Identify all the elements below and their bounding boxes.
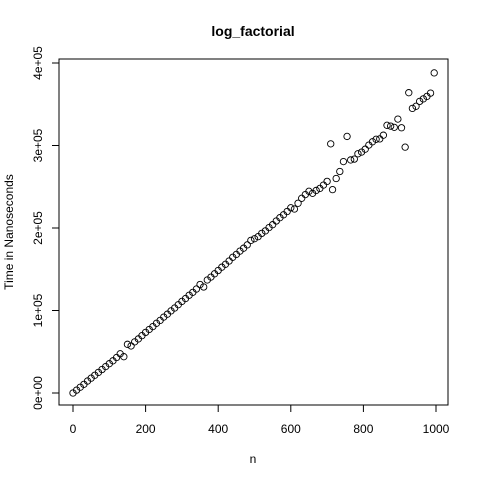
- data-point: [268, 221, 277, 229]
- data-point: [112, 353, 121, 362]
- y-axis-label: Time in Nanoseconds: [2, 174, 16, 290]
- data-point: [250, 235, 259, 243]
- y-tick-label: 2e+05: [31, 211, 45, 245]
- data-point: [200, 283, 208, 291]
- x-tick-label: 0: [70, 422, 77, 436]
- data-point: [376, 135, 384, 143]
- data-point: [347, 156, 355, 164]
- data-point: [225, 257, 233, 265]
- data-point: [390, 123, 398, 132]
- data-point: [283, 207, 291, 216]
- y-axis: 0e+00 1e+05 2e+05 3e+05 4e+05: [31, 46, 60, 410]
- data-point: [328, 185, 337, 194]
- x-axis: 0 200 400 600 800 1000: [70, 404, 450, 436]
- data-point: [401, 143, 409, 151]
- data-point: [394, 115, 402, 123]
- data-points: [69, 69, 438, 397]
- data-point: [336, 167, 344, 176]
- x-axis-label: n: [250, 452, 257, 466]
- data-point: [332, 174, 340, 183]
- data-point: [196, 280, 204, 289]
- data-point: [120, 353, 128, 361]
- data-point: [412, 102, 420, 110]
- data-point: [287, 204, 295, 212]
- data-point: [408, 104, 417, 113]
- data-point: [361, 145, 369, 153]
- data-point: [305, 187, 313, 195]
- y-tick-label: 3e+05: [31, 128, 45, 162]
- data-point: [386, 122, 395, 130]
- data-point: [327, 140, 335, 148]
- x-tick-label: 1000: [423, 422, 450, 436]
- data-point: [379, 131, 388, 139]
- y-tick-label: 4e+05: [31, 46, 45, 80]
- x-tick-label: 600: [281, 422, 301, 436]
- data-point: [258, 229, 266, 238]
- y-tick-label: 1e+05: [31, 293, 45, 327]
- data-point: [323, 177, 331, 186]
- data-point: [419, 95, 427, 103]
- data-point: [123, 340, 132, 348]
- data-point: [430, 69, 438, 77]
- data-point: [339, 157, 348, 166]
- data-point: [243, 241, 251, 249]
- x-tick-label: 400: [208, 422, 228, 436]
- data-point: [312, 186, 320, 195]
- data-point: [383, 121, 391, 129]
- data-point: [405, 89, 413, 97]
- x-tick-label: 200: [136, 422, 156, 436]
- data-point: [294, 199, 302, 207]
- data-point: [372, 135, 380, 143]
- data-point: [354, 150, 362, 158]
- data-point: [290, 205, 299, 213]
- data-point: [416, 97, 424, 106]
- chart-title: log_factorial: [211, 23, 294, 39]
- data-point: [192, 285, 201, 293]
- data-point: [426, 89, 435, 97]
- data-point: [319, 181, 328, 189]
- data-point: [247, 236, 255, 245]
- y-tick-label: 0e+00: [31, 376, 45, 410]
- x-tick-label: 800: [353, 422, 373, 436]
- data-point: [368, 138, 377, 146]
- data-point: [298, 194, 306, 202]
- data-point: [343, 132, 351, 141]
- data-point: [350, 155, 358, 163]
- data-point: [397, 124, 406, 132]
- data-point: [127, 342, 135, 350]
